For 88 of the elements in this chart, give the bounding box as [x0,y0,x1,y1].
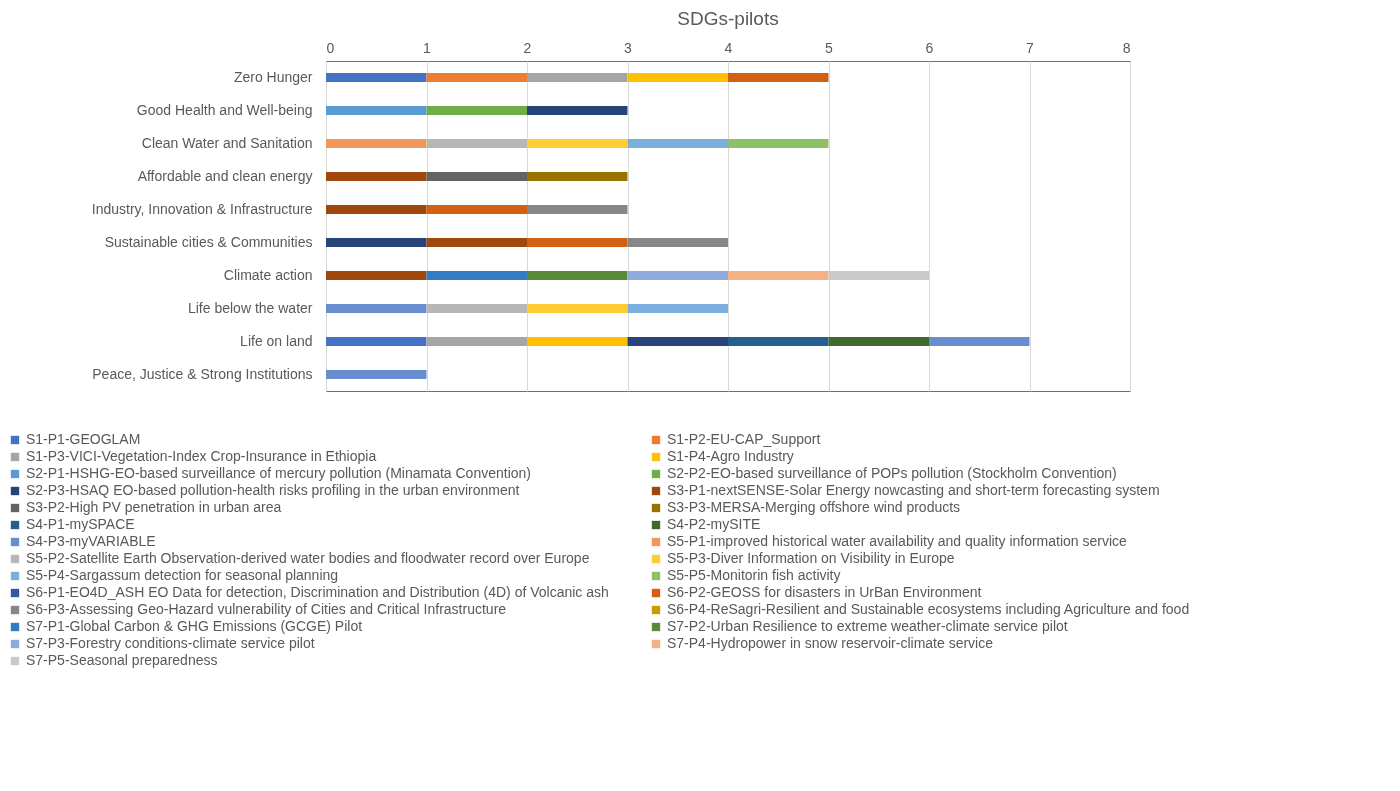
bar [426,237,527,248]
bar [627,237,728,248]
bar [326,270,427,281]
legend-label: S1-P2-EU-CAP_Support [667,431,821,447]
y-tick-label: Climate action [223,266,313,283]
legend-label: S2-P2-EO-based surveillance of POPs pollution (Stockholm Convention) [667,465,1117,481]
chart-title: SDGs-pilots [677,8,779,29]
bar [326,72,427,83]
legend-label: S5-P3-Diver Information on Visibility in Europe [667,550,955,566]
legend-label: S4-P2-mySITE [667,516,761,532]
bar [728,270,829,281]
bar [426,270,527,281]
legend-label: S5-P2-Satellite Earth Observation-derived water bodies and floodwater record over Europe [26,550,590,566]
bar [326,204,427,215]
x-tick-label: 5 [825,39,834,56]
bar [527,336,628,347]
bar [929,336,1030,347]
legend-label: S4-P1-mySPACE [26,516,135,532]
bar [326,369,427,380]
bar [527,270,628,281]
legend-label: S2-P3-HSAQ EO-based pollution-health risks profiling in the urban environment [26,482,520,498]
bar [728,138,829,149]
bar [326,138,427,149]
y-tick-label: Life below the water [187,299,313,316]
bar [426,204,527,215]
legend-label: S1-P3-VICI-Vegetation-Index Crop-Insurance in Ethiopia [26,448,377,464]
y-tick-label: Good Health and Well-being [136,101,313,118]
bar [728,336,829,347]
legend-label: S1-P1-GEOGLAM [26,431,141,447]
legend-label: S6-P2-GEOSS for disasters in UrBan Environment [667,584,982,600]
bar [426,72,527,83]
bar [426,303,527,314]
bar [527,303,628,314]
x-tick-label: 2 [523,39,532,56]
x-tick-label: 7 [1026,39,1035,56]
bar [326,105,427,116]
legend-label: S7-P3-Forestry conditions-climate service pilot [26,635,315,651]
bar [426,336,527,347]
legend-label: S2-P1-HSHG-EO-based surveillance of mercury pollution (Minamata Convention) [26,465,531,481]
bar [326,336,427,347]
bar [326,303,427,314]
y-tick-label: Affordable and clean energy [137,167,313,184]
legend-label: S3-P1-nextSENSE-Solar Energy nowcasting and short-term forecasting system [667,482,1160,498]
x-tick-label: 1 [423,39,432,56]
bar [828,336,929,347]
legend-label: S3-P3-MERSA-Merging offshore wind products [667,499,961,515]
bar [527,138,628,149]
y-tick-label: Sustainable cities & Communities [104,233,313,250]
bar [426,171,527,182]
bar [627,303,728,314]
x-tick-label: 3 [624,39,633,56]
legend-label: S6-P3-Assessing Geo-Hazard vulnerability of Cities and Critical Infrastructure [26,601,507,617]
bar [326,171,427,182]
bar [828,270,929,281]
bar [426,138,527,149]
legend-label: S5-P1-improved historical water availability and quality information service [667,533,1128,549]
legend-label: S3-P2-High PV penetration in urban area [26,499,282,515]
legend-label: S6-P1-EO4D_ASH EO Data for detection, Discrimination and Distribution (4D) of Volcanic ash [26,584,609,600]
bar [326,237,427,248]
y-tick-label: Zero Hunger [233,68,313,85]
bar [527,72,628,83]
legend-label: S5-P4-Sargassum detection for seasonal planning [26,567,339,583]
bar [627,138,728,149]
bar [527,237,628,248]
legend-label: S5-P5-Monitorin fish activity [667,567,841,583]
legend-label: S1-P4-Agro Industry [667,448,794,464]
bar [426,105,527,116]
bar [627,72,728,83]
legend-label: S7-P1-Global Carbon & GHG Emissions (GCGE) Pilot [26,618,363,634]
y-tick-label: Clean Water and Sanitation [141,134,313,151]
legend-label: S7-P2-Urban Resilience to extreme weather-climate service pilot [667,618,1068,634]
bar [627,336,728,347]
x-tick-label: 6 [925,39,934,56]
y-tick-label: Industry, Innovation & Infrastructure [91,200,313,217]
x-tick-label: 0 [326,39,335,56]
y-tick-label: Life on land [240,332,313,349]
bar [527,204,628,215]
bar [527,105,628,116]
legend-label: S6-P4-ReSagri-Resilient and Sustainable ecosystems including Agriculture and food [667,601,1190,617]
bar [527,171,628,182]
x-tick-label: 4 [724,39,733,56]
legend-label: S4-P3-myVARIABLE [26,533,156,549]
y-tick-label: Peace, Justice & Strong Institutions [92,365,313,382]
x-tick-label: 8 [1122,39,1131,56]
bar [627,270,728,281]
legend-label: S7-P5-Seasonal preparedness [26,652,218,668]
legend-label: S7-P4-Hydropower in snow reservoir-climate service [667,635,994,651]
bar [728,72,829,83]
